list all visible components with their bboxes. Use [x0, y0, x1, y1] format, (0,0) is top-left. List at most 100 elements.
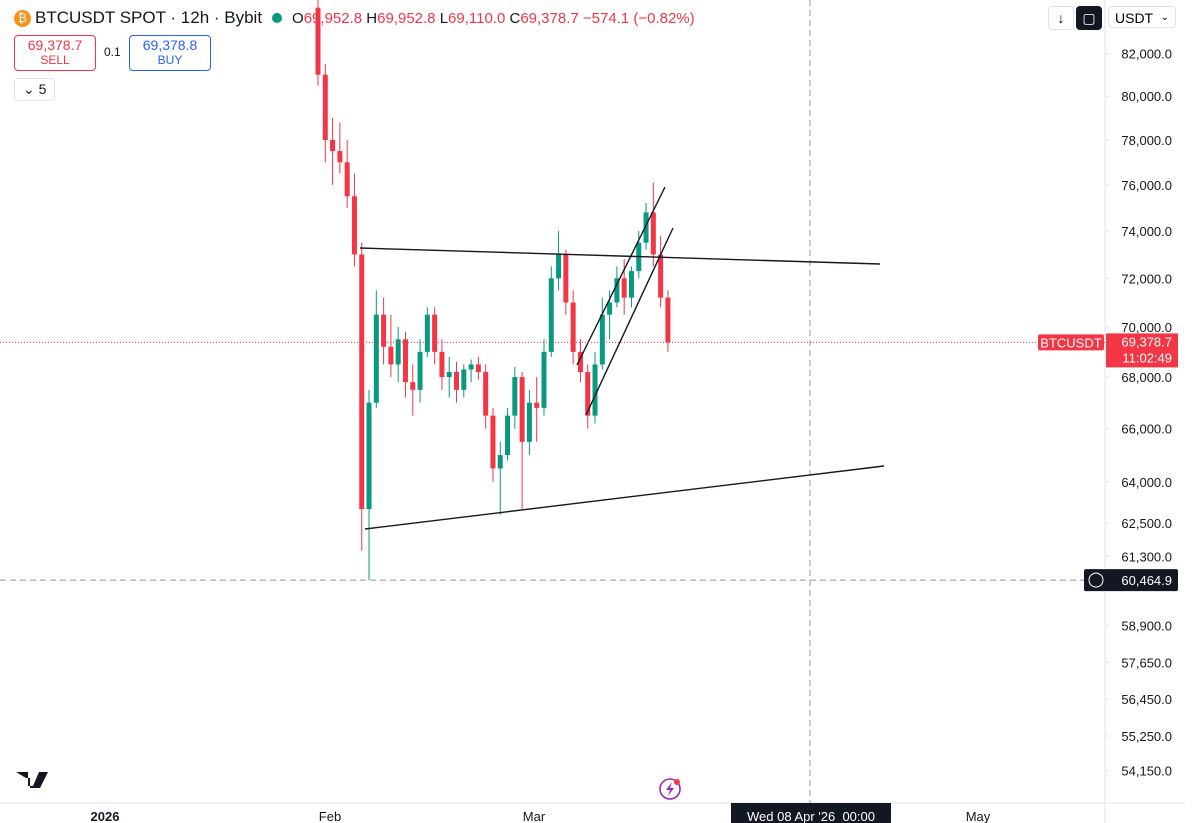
countdown: 11:02:49 — [1122, 350, 1172, 365]
price-tick-label: 54,150.0 — [1121, 764, 1172, 779]
indicators-toggle[interactable]: ⌄ 5 — [14, 78, 56, 101]
candle-body — [519, 377, 525, 442]
candle-body — [395, 339, 401, 365]
price-tick-label: 72,000.0 — [1121, 271, 1172, 286]
crosshair-tag — [1084, 569, 1178, 592]
candle-body — [577, 351, 583, 373]
symbol-tag — [1038, 334, 1104, 351]
price-tick-label: 57,650.0 — [1121, 655, 1172, 670]
candle-body — [446, 372, 452, 378]
price-tick-label: 82,000.0 — [1121, 47, 1172, 62]
indicator-count: 5 — [38, 81, 47, 97]
crosshair-date: Wed 08 Apr '26 00:00 — [747, 809, 875, 823]
candle-body — [665, 297, 671, 343]
candle-body — [556, 254, 562, 279]
trend-line — [359, 247, 881, 265]
candle-body — [366, 402, 372, 510]
lightning-icon[interactable] — [659, 778, 681, 800]
price-tick-label: 76,000.0 — [1121, 178, 1172, 193]
symbol[interactable]: BTCUSDT SPOT · 12h · Bybit — [35, 8, 263, 27]
candle-body — [505, 415, 511, 456]
price-tick-label: 80,000.0 — [1121, 89, 1172, 104]
close: 69,378.7 — [520, 9, 579, 27]
lightning-bolt — [666, 782, 674, 796]
time-tick-label: 2026 — [91, 809, 120, 823]
candle-body — [373, 314, 379, 403]
price-tick-label: 64,000.0 — [1121, 475, 1172, 490]
candle-body — [607, 302, 613, 315]
candle-body — [534, 402, 540, 408]
quantity[interactable]: 0.1 — [104, 45, 121, 59]
candle-body — [424, 314, 430, 352]
price-tick-label: 70,000.0 — [1121, 320, 1172, 335]
candle-body — [628, 271, 634, 298]
channel-line — [576, 186, 666, 366]
candle-body — [563, 254, 569, 303]
candle-body — [344, 162, 350, 197]
candle-body — [330, 139, 336, 152]
price-tick-label: 58,900.0 — [1121, 618, 1172, 633]
change: −574.1 (−0.82%) — [582, 9, 695, 27]
price-tick-label: 62,500.0 — [1121, 516, 1172, 531]
currency: USDT — [1115, 10, 1154, 26]
currency-select[interactable]: USDT ⌄ — [1108, 6, 1176, 28]
candle-body — [483, 372, 489, 416]
time-tick-label: Feb — [319, 809, 341, 823]
candle-body — [351, 196, 357, 255]
candle-body — [461, 369, 467, 390]
candle-body — [614, 278, 620, 303]
candle-body — [570, 302, 576, 352]
candle-body — [475, 364, 481, 373]
open: 69,952.8 — [303, 9, 363, 27]
trend-line — [364, 465, 885, 530]
high: 69,952.8 — [377, 9, 436, 27]
price-tick-label: 61,300.0 — [1121, 549, 1172, 564]
sell-price: 69,378.7 — [27, 37, 83, 53]
candle-body — [497, 455, 503, 469]
sell-button[interactable]: 69,378.7 SELL — [14, 35, 96, 71]
price-tick-label: 74,000.0 — [1121, 224, 1172, 239]
label: H — [366, 9, 378, 27]
candle-body — [599, 314, 605, 365]
sync-button[interactable]: ▢ — [1076, 6, 1102, 30]
ohlc: O69,952.8 H69,952.8 L69,110.0 C69,378.7 … — [292, 10, 695, 27]
candle-body — [512, 377, 518, 416]
candle-body — [337, 151, 343, 163]
price-tick-label: 55,250.0 — [1121, 729, 1172, 744]
right-toolbar — [1185, 0, 1200, 823]
candle-body — [322, 74, 328, 140]
candle-body — [650, 212, 656, 255]
candle-body — [381, 314, 387, 347]
market-status — [272, 13, 283, 23]
candle-body — [592, 364, 598, 416]
last-price-tag — [1106, 333, 1178, 368]
tv-logo — [16, 772, 48, 788]
label: O — [292, 9, 304, 27]
channel-line — [585, 227, 674, 416]
candle-body — [585, 372, 591, 416]
candle-body — [432, 314, 438, 352]
buy-label: BUY — [157, 53, 183, 67]
label: C — [509, 9, 521, 27]
candle-body — [315, 7, 321, 75]
time-tick-label: Mar — [523, 809, 546, 823]
price-tick-label: 78,000.0 — [1121, 133, 1172, 148]
candle-body — [417, 351, 423, 390]
crosshair-price: 60,464.9 — [1121, 573, 1172, 588]
low: 69,110.0 — [448, 9, 506, 27]
download-button[interactable]: ↓ — [1048, 6, 1074, 30]
label: L — [439, 9, 449, 27]
symbol-tag-text: BTCUSDT — [1040, 335, 1101, 350]
candle-body — [402, 339, 408, 383]
notification-dot — [674, 779, 680, 785]
sell-label: SELL — [40, 53, 70, 67]
buy-button[interactable]: 69,378.8 BUY — [129, 35, 211, 71]
candle-body — [454, 372, 460, 390]
candle-body — [643, 212, 649, 243]
candle-body — [621, 278, 627, 298]
candle-body — [410, 382, 416, 390]
candles — [315, 0, 671, 581]
price-tick-label: 68,000.0 — [1121, 370, 1172, 385]
